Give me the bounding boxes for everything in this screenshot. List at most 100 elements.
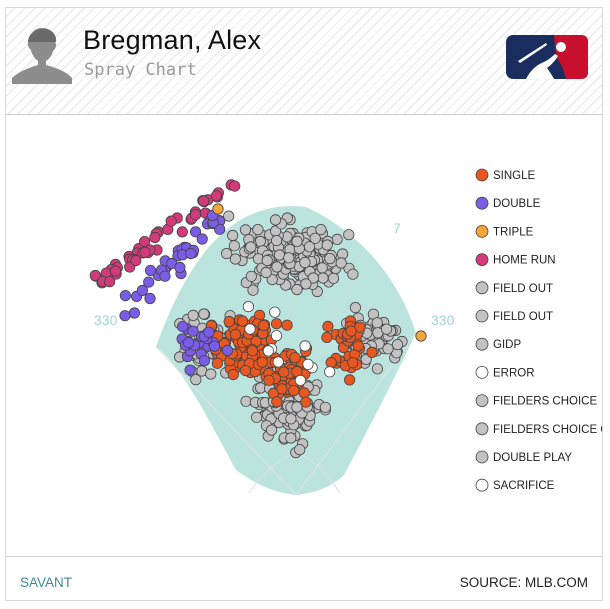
- legend-item: DOUBLE PLAY: [475, 450, 572, 464]
- hit-dot-field-out: [245, 241, 257, 253]
- mlb-logo-icon: [506, 35, 588, 79]
- hit-dot-double: [198, 355, 210, 367]
- hit-dot-triple: [415, 330, 427, 342]
- hit-dot-error: [270, 330, 283, 342]
- hit-dot-home-run: [110, 265, 122, 277]
- legend-item: SINGLE: [475, 168, 536, 182]
- hit-dot-double: [128, 307, 140, 319]
- hit-dot-double: [185, 248, 197, 260]
- hit-dot-home-run: [149, 231, 161, 244]
- legend-item: SACRIFICE: [475, 478, 555, 492]
- legend-item: FIELD OUT: [475, 309, 553, 323]
- legend-item: FIELD OUT: [475, 281, 553, 295]
- legend-label: FIELDERS CHOICE OUT: [493, 424, 602, 436]
- hit-dot-double: [187, 325, 199, 337]
- hit-dot-single: [300, 396, 312, 408]
- legend-item: ERROR: [475, 365, 535, 379]
- hit-dot-single: [298, 387, 310, 399]
- hit-dot-single: [321, 331, 333, 343]
- hit-dot-error: [299, 340, 311, 352]
- hit-dot-field-out: [317, 272, 329, 284]
- hit-dot-field-out: [266, 274, 278, 286]
- hit-dot-double: [174, 261, 186, 273]
- hit-dot-double: [184, 364, 196, 376]
- hit-dot-field-out: [223, 210, 235, 222]
- hit-dot-single: [223, 315, 235, 328]
- hit-dot-field-out: [319, 401, 331, 413]
- hit-dot-field-out: [228, 240, 240, 252]
- hit-dot-field-out: [229, 253, 241, 265]
- legend-label: SACRIFICE: [493, 480, 555, 492]
- legend-label: FIELD OUT: [493, 311, 553, 323]
- legend-label: DOUBLE: [493, 198, 541, 210]
- foul-lines: [155, 332, 417, 496]
- hit-dot-double: [214, 223, 226, 235]
- legend-swatch: [475, 450, 489, 464]
- hit-dot-field-out: [335, 257, 347, 269]
- hit-dot-field-out: [205, 368, 217, 380]
- hit-dot-double: [190, 226, 202, 238]
- hit-dot-field-out: [331, 233, 343, 246]
- hit-dot-error: [244, 323, 256, 335]
- hit-dot-home-run: [130, 254, 142, 267]
- hit-dot-single: [322, 320, 334, 332]
- legend-label: HOME RUN: [493, 255, 556, 267]
- footer: SAVANT SOURCE: MLB.COM: [6, 556, 602, 602]
- hit-dot-field-out: [187, 309, 199, 321]
- hit-dot-home-run: [89, 269, 101, 282]
- hit-dot-single: [276, 383, 288, 395]
- legend-item: FIELDERS CHOICE OUT: [475, 422, 610, 436]
- hit-dot-single: [345, 325, 357, 337]
- hit-dot-error: [324, 366, 336, 378]
- hit-dot-single: [246, 345, 258, 357]
- hit-dot-field-out: [321, 239, 333, 251]
- hit-dot-field-out: [251, 411, 263, 423]
- hit-dot-single: [278, 366, 290, 378]
- hit-dot-field-out: [324, 253, 336, 265]
- hit-dot-field-out: [260, 266, 272, 279]
- legend-label: FIELDERS CHOICE: [493, 396, 597, 408]
- hit-dot-field-out: [245, 270, 257, 282]
- hit-dot-error: [294, 374, 306, 386]
- player-name: Bregman, Alex: [83, 25, 262, 55]
- hit-dot-field-out: [315, 224, 327, 236]
- hit-dot-field-out: [239, 224, 252, 236]
- legend-swatch: [475, 478, 489, 492]
- hit-dot-field-out: [198, 308, 210, 320]
- hit-dot-single: [325, 356, 337, 369]
- hit-dot-double: [144, 264, 157, 277]
- hit-dot-field-out: [349, 302, 361, 314]
- hit-dot-field-out: [247, 284, 259, 296]
- hit-dot-single: [227, 368, 239, 381]
- legend-swatch: [475, 196, 489, 210]
- hit-dot-double: [182, 337, 195, 349]
- hit-dot-field-out: [299, 257, 311, 269]
- hit-dot-single: [229, 328, 242, 341]
- legend-label: SINGLE: [493, 170, 536, 182]
- hit-dot-field-out: [307, 272, 319, 284]
- legend-swatch: [475, 394, 489, 408]
- hit-dot-single: [288, 384, 300, 397]
- legend-swatch: [475, 365, 489, 379]
- hit-dot-double: [159, 270, 171, 282]
- chart-subtitle: Spray Chart: [84, 60, 197, 80]
- hit-dot-double: [136, 284, 148, 297]
- hit-dot-field-out: [371, 363, 383, 375]
- legend-swatch: [475, 168, 489, 182]
- hit-dot-field-out: [285, 432, 297, 444]
- hit-dot-field-out: [343, 229, 355, 241]
- hit-dot-home-run: [165, 215, 177, 227]
- player-silhouette-icon: [12, 27, 72, 84]
- legend-swatch: [475, 337, 489, 351]
- legend-item: GIDP: [475, 337, 521, 351]
- hit-dot-field-out: [221, 248, 233, 260]
- legend-label: DOUBLE PLAY: [493, 452, 572, 464]
- hit-dot-field-out: [271, 261, 283, 273]
- hit-dot-field-out: [309, 232, 321, 244]
- hit-dot-error: [269, 306, 281, 318]
- hit-dot-field-out: [254, 235, 266, 248]
- hit-dot-double: [221, 344, 234, 356]
- savant-link[interactable]: SAVANT: [20, 575, 73, 590]
- hit-dot-field-out: [391, 339, 404, 351]
- hit-dot-single: [263, 374, 275, 386]
